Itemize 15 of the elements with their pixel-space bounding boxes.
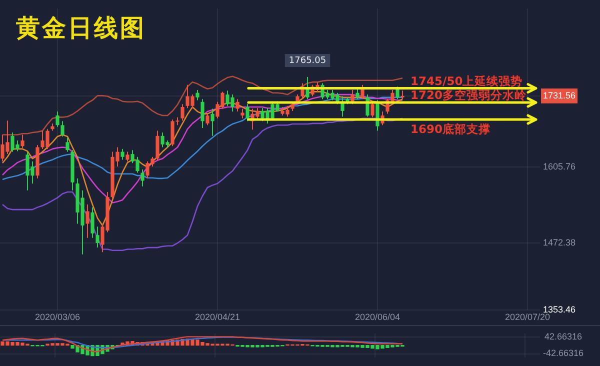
y-tick-label: 1605.76 [542, 162, 576, 172]
y-tick-label: 1731.56 [542, 90, 576, 100]
y-tick-label: -42.66316 [542, 348, 584, 358]
y-tick-label: 42.66316 [544, 331, 582, 342]
x-tick-label: 2020/06/04 [354, 312, 400, 322]
x-tick-label: 2020/04/21 [194, 312, 240, 322]
ref-line-label: 1690底部支撑 [410, 122, 491, 136]
x-tick-label: 2020/07/20 [504, 312, 550, 322]
y-tick-label: 1353.46 [542, 304, 576, 315]
x-tick-label: 2020/03/06 [34, 312, 80, 322]
ref-line-label: 1720多空强弱分水岭 [410, 88, 528, 102]
ref-line-label: 1745/50上延续强势 [410, 74, 523, 88]
annotation: 1765.05 [288, 56, 326, 66]
y-tick-label: 1472.38 [542, 237, 576, 248]
chart-title: 黄金日线图 [16, 12, 146, 44]
